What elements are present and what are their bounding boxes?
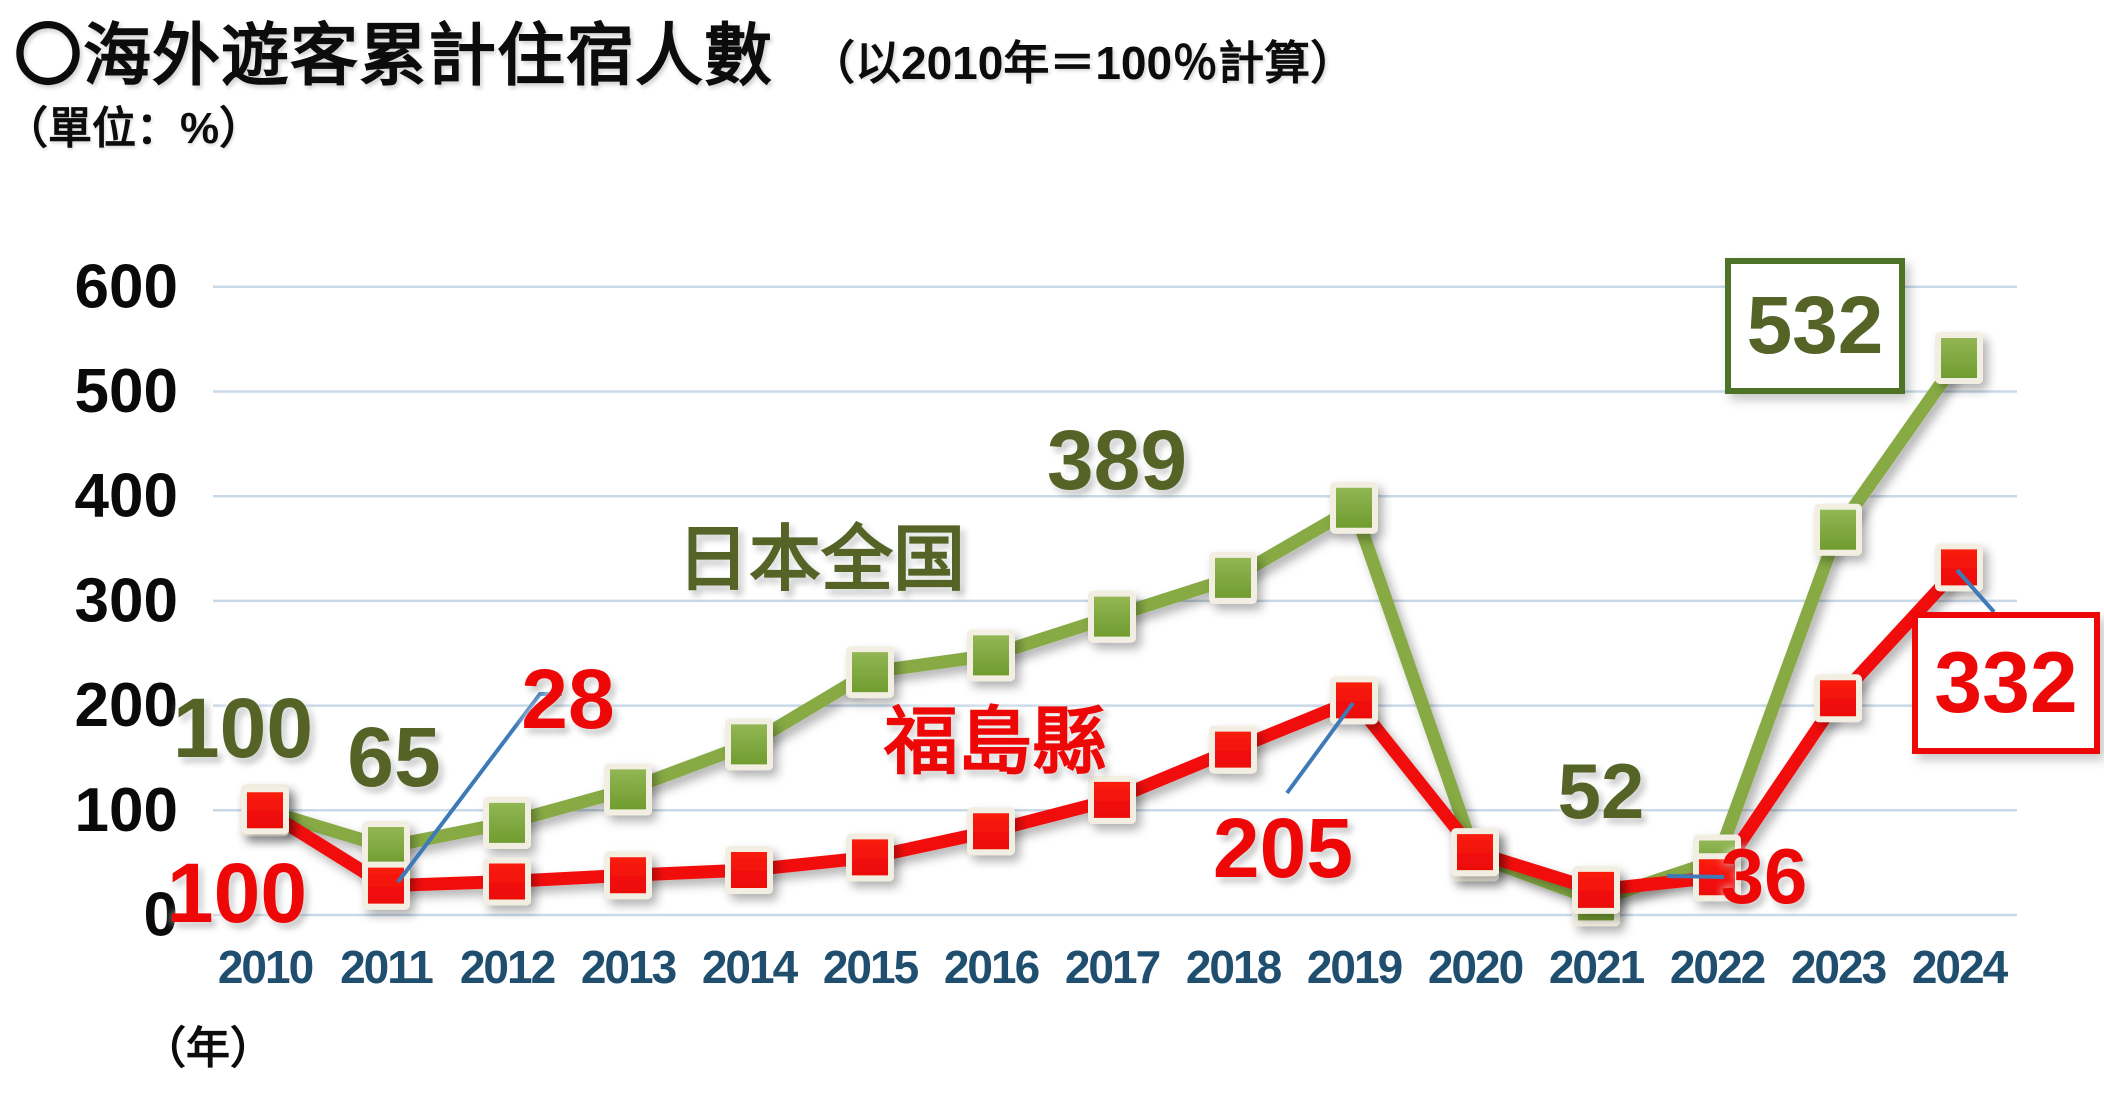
x-tick-label-2020: 2020 <box>1428 941 1523 993</box>
x-tick-label-2017: 2017 <box>1065 941 1160 993</box>
y-tick-label-100: 100 <box>75 776 178 845</box>
page-title: 〇海外遊客累計住宿人數 <box>14 18 774 94</box>
y-tick-label-300: 300 <box>75 566 178 635</box>
x-axis-unit-label: （年） <box>142 1024 274 1073</box>
data-label-fukushima-2019: 205 <box>1212 801 1354 895</box>
marker-fukushima-2011 <box>362 861 410 910</box>
leader-fukushima-2019 <box>1285 701 1355 795</box>
marker-fukushima-2021 <box>1572 865 1620 914</box>
leader-fukushima-2024 <box>1955 568 1996 614</box>
marker-national-2019 <box>1330 481 1378 534</box>
marker-fukushima-2020 <box>1451 828 1499 877</box>
data-label-fukushima-2022: 36 <box>1720 832 1808 920</box>
y-tick-label-600: 600 <box>75 252 178 321</box>
series-label-fukushima: 福島縣 <box>884 700 1106 783</box>
marker-national-2018 <box>1209 551 1257 604</box>
y-axis-unit-label: （單位：%） <box>4 104 264 153</box>
x-tick-label-2013: 2013 <box>581 941 676 993</box>
series-label-national: 日本全国 <box>676 520 966 600</box>
data-label-national-2022: 52 <box>1557 747 1645 835</box>
marker-fukushima-2012 <box>483 857 531 906</box>
x-tick-label-2015: 2015 <box>823 941 919 993</box>
x-tick-label-2011: 2011 <box>340 941 433 993</box>
data-label-national-2019: 389 <box>1046 413 1188 507</box>
marker-national-2016 <box>967 629 1015 682</box>
data-label-box-fukushima-2024: 332 <box>1912 612 2100 754</box>
marker-national-2014 <box>725 718 773 771</box>
marker-national-2024 <box>1935 331 1983 384</box>
marker-national-2012 <box>483 796 531 849</box>
x-tick-label-2010: 2010 <box>218 941 313 993</box>
leader-fukushima-2022 <box>1666 874 1725 879</box>
marker-fukushima-2014 <box>725 845 773 894</box>
x-tick-label-2019: 2019 <box>1307 941 1402 993</box>
marker-fukushima-2019 <box>1330 676 1378 725</box>
page-subtitle: （以2010年＝100％計算） <box>809 37 1357 89</box>
y-tick-label-0: 0 <box>144 881 178 950</box>
x-tick-label-2012: 2012 <box>460 941 555 993</box>
data-label-fukushima-2011: 28 <box>521 652 615 746</box>
marker-fukushima-2023 <box>1814 674 1862 723</box>
y-tick-label-400: 400 <box>75 462 178 531</box>
marker-national-2023 <box>1814 503 1862 556</box>
x-tick-label-2018: 2018 <box>1186 941 1282 993</box>
marker-national-2013 <box>604 763 652 816</box>
marker-fukushima-2015 <box>846 833 894 882</box>
x-tick-label-2022: 2022 <box>1670 941 1765 993</box>
y-tick-label-500: 500 <box>75 357 178 426</box>
x-tick-label-2024: 2024 <box>1912 941 2009 993</box>
marker-fukushima-2024 <box>1935 543 1983 592</box>
marker-national-2017 <box>1088 590 1136 643</box>
data-label-national-2011: 65 <box>347 710 441 804</box>
marker-fukushima-2017 <box>1088 775 1136 824</box>
marker-fukushima-2018 <box>1209 725 1257 774</box>
data-label-national-2010: 100 <box>172 681 314 775</box>
x-tick-label-2016: 2016 <box>944 941 1039 993</box>
x-tick-label-2021: 2021 <box>1549 941 1645 993</box>
marker-national-2015 <box>846 646 894 699</box>
marker-fukushima-2013 <box>604 851 652 900</box>
data-label-box-national-2024: 532 <box>1725 258 1905 394</box>
marker-fukushima-2010 <box>241 786 289 835</box>
chart-header: 〇海外遊客累計住宿人數 （以2010年＝100％計算） <box>14 0 1356 99</box>
y-tick-label-200: 200 <box>75 671 178 740</box>
data-label-fukushima-2010: 100 <box>166 846 308 940</box>
marker-fukushima-2016 <box>967 807 1015 856</box>
x-tick-label-2014: 2014 <box>702 941 799 993</box>
x-tick-label-2023: 2023 <box>1791 941 1886 993</box>
leader-fukushima-2011 <box>396 692 562 884</box>
